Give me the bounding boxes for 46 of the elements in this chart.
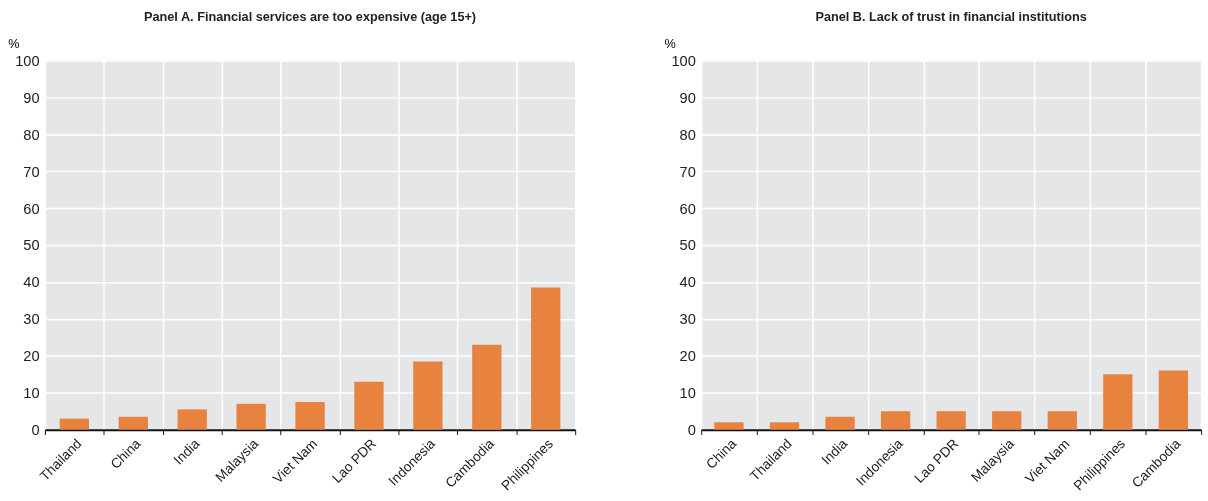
x-tick-label: Viet Nam (1022, 436, 1073, 487)
bar (354, 381, 384, 430)
bar (118, 416, 148, 430)
y-tick-label: 50 (23, 237, 40, 254)
x-tick-label: Viet Nam (270, 436, 321, 487)
bar (531, 287, 561, 430)
bar (1103, 374, 1133, 430)
bar (714, 422, 744, 430)
y-tick-label: 70 (679, 163, 696, 180)
y-axis-title: % (8, 37, 20, 52)
y-tick-label: 100 (15, 52, 40, 69)
y-tick-label: 20 (679, 348, 696, 365)
y-tick-label: 10 (23, 385, 40, 402)
y-tick-label: 20 (23, 348, 40, 365)
bar (59, 418, 90, 430)
y-tick-label: 80 (23, 126, 40, 143)
y-tick-label: 30 (679, 311, 696, 328)
bar (472, 344, 502, 430)
y-tick-label: 60 (23, 200, 40, 217)
bar (936, 411, 966, 430)
bar (1158, 370, 1189, 430)
y-tick-label: 10 (679, 385, 696, 402)
y-tick-label: 30 (23, 311, 40, 328)
bar (295, 401, 325, 430)
bar (177, 409, 207, 430)
bar (769, 422, 800, 430)
chart-title: Panel A. Financial services are too expensive (age 15+) (144, 10, 477, 25)
y-tick-label: 0 (31, 422, 40, 439)
bar (413, 361, 443, 430)
chart-title: Panel B. Lack of trust in financial institutions (815, 10, 1087, 25)
y-axis-title: % (664, 37, 676, 52)
bar (236, 403, 266, 430)
bar (880, 411, 911, 430)
y-tick-label: 100 (671, 52, 696, 69)
y-tick-label: 70 (23, 163, 40, 180)
bar (825, 416, 855, 430)
y-tick-label: 50 (679, 237, 696, 254)
y-tick-label: 0 (687, 422, 696, 439)
y-tick-label: 90 (23, 89, 40, 106)
y-tick-label: 40 (679, 274, 696, 291)
bar (992, 411, 1022, 430)
y-tick-label: 80 (679, 126, 696, 143)
y-tick-label: 90 (679, 89, 696, 106)
y-tick-label: 60 (679, 200, 696, 217)
bar (1047, 411, 1077, 430)
y-tick-label: 40 (23, 274, 40, 291)
